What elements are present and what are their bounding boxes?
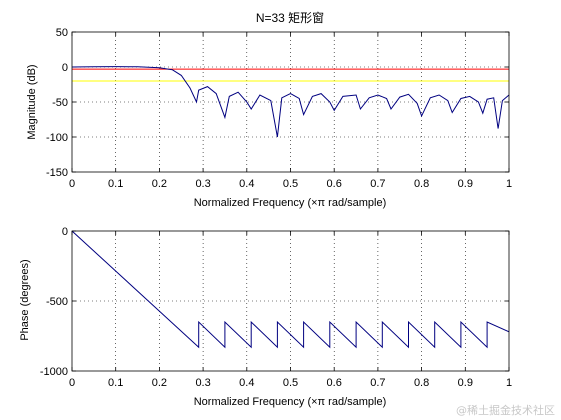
x-tick-label: 1 <box>506 377 512 389</box>
x-tick-label: 0.2 <box>152 178 167 190</box>
x-tick-label: 0 <box>69 178 75 190</box>
x-tick-label: 0.9 <box>458 178 473 190</box>
x-tick-label: 0 <box>69 377 75 389</box>
phase-x-axis-label: Normalized Frequency (×π rad/sample) <box>194 396 387 408</box>
x-tick-label: 0.3 <box>195 377 210 389</box>
x-tick-label: 0.5 <box>283 377 298 389</box>
x-tick-label: 0.5 <box>283 178 298 190</box>
watermark-text: @稀土掘金技术社区 <box>456 404 555 417</box>
x-tick-label: 0.6 <box>327 377 342 389</box>
y-tick-label: -1000 <box>40 366 68 378</box>
phase-y-axis-label: Phase (degrees) <box>19 259 31 340</box>
x-tick-label: 0.7 <box>370 377 385 389</box>
axes-frame <box>71 31 510 173</box>
x-tick-label: 0.4 <box>239 377 254 389</box>
x-tick-label: 1 <box>506 178 512 190</box>
x-tick-label: 0.1 <box>108 178 123 190</box>
x-tick-label: 0.8 <box>414 178 429 190</box>
phase-plot: 0 0.1 0.2 0.3 0.4 0.5 0.6 0.7 0.8 0.9 1 0 -500 -1000 <box>40 226 512 389</box>
magnitude-plot: 0 0.1 0.2 0.3 0.4 0.5 0.6 0.7 0.8 0.9 1 50 0 -50 -100 -… <box>46 27 512 190</box>
series-line <box>71 230 510 349</box>
x-tick-label: 0.9 <box>458 377 473 389</box>
y-tick-label: 0 <box>62 62 68 74</box>
x-tick-label: 0.6 <box>327 178 342 190</box>
magnitude-y-axis-label: Magnitude (dB) <box>26 64 38 139</box>
y-tick-label: 50 <box>56 27 68 39</box>
x-tick-label: 0.2 <box>152 377 167 389</box>
x-tick-label: 0.8 <box>414 377 429 389</box>
axes-frame <box>71 230 510 372</box>
series-line <box>71 66 510 138</box>
x-tick-label: 0.7 <box>370 178 385 190</box>
y-tick-label: -150 <box>46 167 68 179</box>
x-tick-label: 0.3 <box>195 178 210 190</box>
chart-title: N=33 矩形窗 <box>256 11 324 25</box>
magnitude-x-axis-label: Normalized Frequency (×π rad/sample) <box>194 197 387 209</box>
y-tick-label: 0 <box>62 226 68 238</box>
x-tick-label: 0.4 <box>239 178 254 190</box>
y-tick-label: -100 <box>46 132 68 144</box>
y-tick-label: -500 <box>46 296 68 308</box>
y-tick-label: -50 <box>52 97 68 109</box>
x-tick-label: 0.1 <box>108 377 123 389</box>
